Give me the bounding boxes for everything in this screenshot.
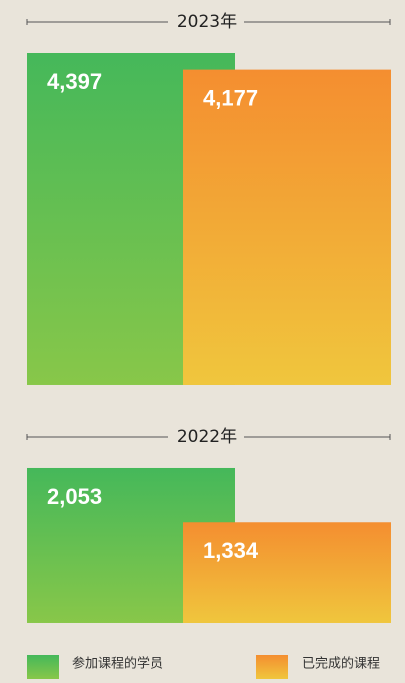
legend-label: 参加课程的学员 bbox=[72, 656, 163, 672]
bar bbox=[183, 69, 391, 385]
value-label: 2,053 bbox=[47, 484, 102, 509]
group-title: 2022年 bbox=[177, 427, 237, 447]
bar bbox=[183, 522, 391, 623]
legend-label: 已完成的课程 bbox=[302, 656, 380, 672]
value-label: 1,334 bbox=[203, 538, 259, 563]
value-label: 4,397 bbox=[47, 69, 102, 94]
group-title: 2023年 bbox=[177, 12, 237, 32]
legend-swatch bbox=[27, 655, 59, 679]
legend-swatch bbox=[256, 655, 288, 679]
value-label: 4,177 bbox=[203, 85, 258, 110]
